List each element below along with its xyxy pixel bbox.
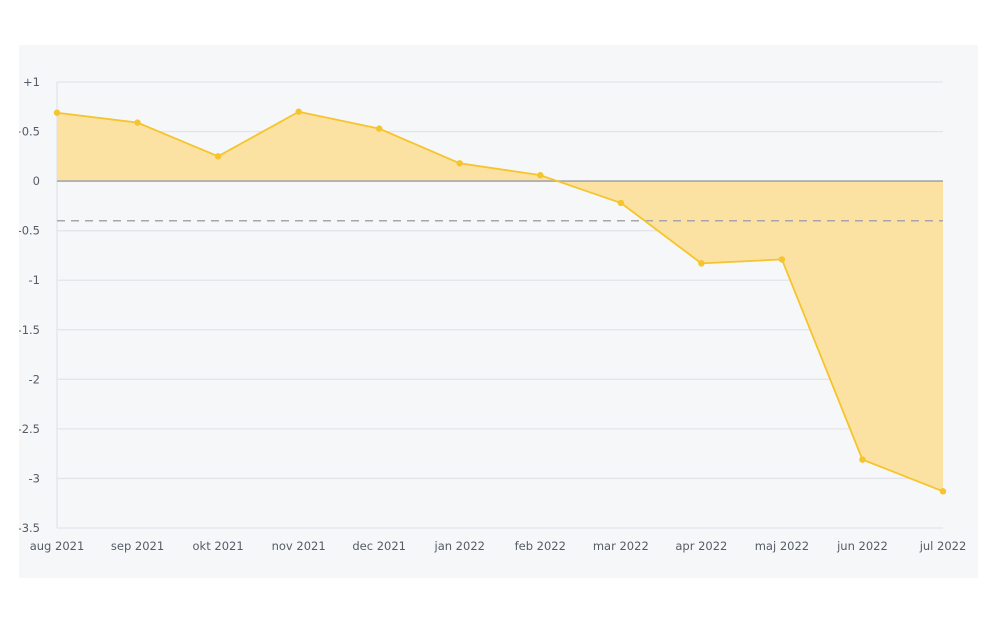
x-tick-label: nov 2021 xyxy=(272,539,326,553)
data-point[interactable] xyxy=(698,260,705,267)
data-point[interactable] xyxy=(537,171,544,179)
data-point[interactable] xyxy=(778,256,786,263)
x-tick-label: apr 2022 xyxy=(675,539,727,553)
data-point[interactable] xyxy=(134,119,141,126)
x-tick-label: sep 2021 xyxy=(111,539,164,553)
y-tick-label: +1 xyxy=(23,75,40,89)
y-tick-label: -1 xyxy=(29,273,40,287)
y-tick-label: 0 xyxy=(33,174,40,188)
data-point[interactable] xyxy=(214,153,222,160)
y-tick-label: -1.5 xyxy=(19,323,40,337)
series-line xyxy=(56,110,944,493)
y-tick-label: +0.5 xyxy=(19,125,40,139)
data-point[interactable] xyxy=(456,160,463,167)
data-points xyxy=(53,108,947,495)
y-tick-label: -3.5 xyxy=(19,521,40,535)
series-line-group xyxy=(56,110,944,493)
x-tick-label: jul 2022 xyxy=(919,539,967,553)
reference-line-group xyxy=(57,180,943,222)
x-tick-label: feb 2022 xyxy=(515,539,566,553)
data-point[interactable] xyxy=(939,488,947,495)
data-point[interactable] xyxy=(617,199,625,207)
data-point[interactable] xyxy=(859,456,866,463)
x-tick-label: okt 2021 xyxy=(193,539,244,553)
x-axis-tick-labels: aug 2021 sep 2021 okt 2021 nov 2021 dec 2021… xyxy=(30,539,967,553)
area-fill-group xyxy=(57,111,943,492)
x-tick-label: mar 2022 xyxy=(593,539,649,553)
series-area-fill xyxy=(57,111,943,492)
x-tick-label: jan 2022 xyxy=(434,539,485,553)
data-point[interactable] xyxy=(375,125,383,132)
y-tick-label: -3 xyxy=(29,471,40,485)
x-tick-label: dec 2021 xyxy=(352,539,406,553)
grid-lines xyxy=(56,81,943,529)
chart-panel: +1 +0.5 0 -0.5 -1 -1.5 -2 -2.5 -3 -3.5 aug 2021 se… xyxy=(19,45,978,578)
area-chart: +1 +0.5 0 -0.5 -1 -1.5 -2 -2.5 -3 -3.5 aug 2021 se… xyxy=(19,75,967,553)
y-axis-tick-labels: +1 +0.5 0 -0.5 -1 -1.5 -2 -2.5 -3 -3.5 xyxy=(19,75,40,535)
y-tick-label: -0.5 xyxy=(19,224,40,238)
x-tick-label: jun 2022 xyxy=(836,539,888,553)
data-point[interactable] xyxy=(295,108,302,115)
x-tick-label: aug 2021 xyxy=(30,539,85,553)
data-point[interactable] xyxy=(53,109,61,116)
x-tick-label: maj 2022 xyxy=(755,539,809,553)
y-tick-label: -2.5 xyxy=(19,422,40,436)
y-tick-label: -2 xyxy=(29,372,40,386)
